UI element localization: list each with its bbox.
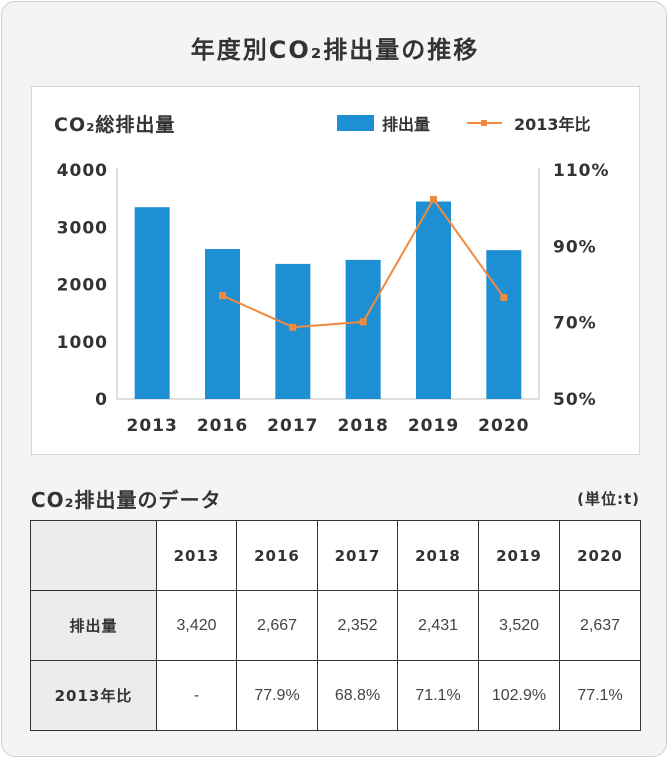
y-left-tick-label: 4000 — [57, 161, 108, 181]
table-cell: 2,637 — [559, 590, 641, 661]
data-table: 2013 2016 2017 2018 2019 2020 排出量 3,420 … — [30, 520, 641, 731]
table-cell: 68.8% — [317, 660, 398, 731]
bar-2018 — [345, 259, 381, 399]
legend-bar-label: 排出量 — [382, 115, 430, 134]
table-row-header: 排出量 — [30, 590, 157, 661]
ratio-point-2017 — [289, 323, 297, 331]
table-col-header: 2013 — [156, 520, 237, 591]
table-col-header: 2019 — [478, 520, 560, 591]
legend-line-label: 2013年比 — [514, 115, 591, 134]
table-row: 2013年比 - 77.9% 68.8% 71.1% 102.9% 77.1% — [30, 660, 641, 731]
x-tick-label: 2016 — [197, 416, 248, 436]
chart-title: CO₂総排出量 — [54, 113, 175, 136]
table-row-header: 2013年比 — [30, 660, 157, 731]
emissions-chart: CO₂総排出量 排出量 2013年比 0 1000 2000 3000 4000 50% 70% 9… — [54, 113, 610, 436]
y-left-tick-label: 2000 — [57, 276, 108, 296]
table-cell: 2,431 — [397, 590, 479, 661]
y-right-tick-label: 50% — [553, 390, 597, 410]
chart-panel: CO₂総排出量 排出量 2013年比 0 1000 2000 3000 4000 50% 70% 9… — [31, 86, 640, 455]
table-cell: 71.1% — [397, 660, 479, 731]
table-cell: 102.9% — [478, 660, 560, 731]
table-cell: 3,520 — [478, 590, 560, 661]
legend-bar-swatch — [337, 115, 374, 131]
table-section-title: CO₂排出量のデータ — [31, 488, 222, 512]
table-cell: 77.1% — [559, 660, 641, 731]
table-cell: 77.9% — [236, 660, 318, 731]
table-cell: 2,352 — [317, 590, 398, 661]
table-row: 排出量 3,420 2,667 2,352 2,431 3,520 2,637 — [30, 590, 641, 661]
bar-2017 — [275, 263, 311, 399]
y-left-tick-label: 1000 — [57, 333, 108, 353]
y-right-tick-label: 110% — [553, 161, 610, 181]
y-left-tick-label: 0 — [95, 390, 108, 410]
ratio-point-2016 — [219, 292, 226, 300]
table-col-header: 2020 — [559, 520, 641, 591]
x-tick-label: 2019 — [408, 416, 459, 436]
table-cell: 3,420 — [156, 590, 237, 661]
x-tick-label: 2013 — [127, 416, 178, 436]
table-col-header: 2018 — [397, 520, 479, 591]
bar-2020 — [486, 250, 522, 399]
bar-2013 — [134, 207, 170, 399]
bar-2016 — [205, 249, 240, 399]
table-cell: 2,667 — [236, 590, 318, 661]
unit-note: (単位:t) — [577, 490, 640, 508]
y-left-tick-label: 3000 — [57, 218, 108, 238]
y-right-tick-label: 70% — [553, 314, 597, 334]
x-tick-label: 2020 — [478, 416, 529, 436]
ratio-point-2018 — [359, 318, 367, 326]
legend-line-marker — [481, 120, 487, 126]
ratio-point-2019 — [430, 195, 437, 203]
ratio-point-2020 — [500, 293, 508, 301]
x-tick-label: 2017 — [267, 416, 318, 436]
table-cell: - — [156, 660, 237, 731]
table-col-header: 2016 — [236, 520, 318, 591]
table-col-header: 2017 — [317, 520, 398, 591]
x-tick-label: 2018 — [338, 416, 389, 436]
table-corner-cell — [30, 520, 157, 591]
y-right-tick-label: 90% — [553, 237, 597, 257]
bar-2019 — [416, 201, 451, 399]
page-title: 年度別CO₂排出量の推移 — [190, 36, 480, 64]
